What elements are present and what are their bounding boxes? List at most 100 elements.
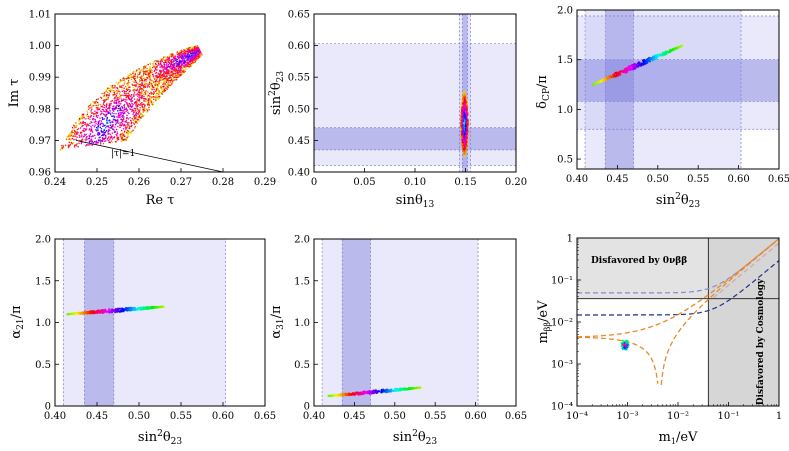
p1-point [100,105,103,108]
p1-point [105,106,107,108]
p3-point [629,65,632,68]
p1-point [112,110,115,112]
p1-point [105,103,108,105]
p2-point [466,122,469,125]
p5-point [417,386,420,389]
p4-point [152,306,155,310]
p1-point [93,134,96,137]
p1-point [145,85,147,87]
p1-point [100,128,103,130]
p2-point [463,132,466,135]
p1-point [115,105,117,108]
p1-point [136,110,139,112]
p1-point [101,118,104,121]
p1-point [195,48,197,50]
p4-xtick-label: 0.40 [44,411,66,422]
p1-point [138,76,141,79]
p1-point [117,104,120,106]
p1-point [150,68,153,71]
p1-point [140,87,143,90]
p1-point [116,121,119,123]
p1-point [172,65,175,67]
p1-point [89,111,92,113]
p1-point [136,122,138,124]
p4-point [121,307,124,310]
p1-point [173,64,175,66]
p6-no-lower-line [577,238,780,385]
p1-point [129,90,131,93]
p4-point [156,305,159,309]
p2-point [460,122,463,125]
p1-point [116,91,119,94]
p1-point [141,113,143,116]
p2-point [462,125,465,128]
p1-point [121,105,123,108]
p1-point [139,107,141,109]
p1-point [86,110,88,112]
p1-point [132,129,134,131]
p5-point [406,388,409,391]
p2-ytick-label: 0.60 [288,41,310,52]
p1-point [111,89,113,92]
p1-point [141,101,143,104]
p1-xtick-label: 0.29 [254,177,276,188]
p1-ytick-label: 0.97 [29,136,51,147]
p1-point [144,84,147,86]
p1-point [153,88,155,91]
p1-ytick-label: 1.01 [29,10,51,21]
p3-point [636,65,639,68]
p1-point [117,125,119,128]
p1-point [188,63,190,65]
p1-point [120,99,123,101]
p1-point [110,85,112,87]
p1-point [105,99,107,101]
p1-point [124,137,127,140]
p1-point [156,84,159,86]
p3-point [628,67,631,70]
p1-point [140,103,142,106]
p6-ylabel: mββ/eV [536,300,552,344]
p1-point [67,145,70,148]
p1-boundary-line [75,140,224,173]
p1-point [94,137,97,139]
p1-point [88,137,91,139]
p3-point [655,57,658,60]
p1-point [80,135,82,138]
p1-point [68,134,70,136]
p1-point [111,138,114,140]
p1-point [192,62,194,64]
p1-point [175,76,178,79]
p6-ytick-label: 1 [567,234,573,245]
p1-point [141,68,143,71]
p1-point [110,135,113,137]
p1-point [84,139,87,141]
p3-xtick-label: 0.65 [768,174,789,185]
p1-point [185,59,188,61]
p1-point [122,125,125,127]
p1-point [180,66,182,68]
p1-point [106,125,108,128]
p1-point [127,111,129,113]
p1-point [155,68,157,70]
p1-xtick-label: 0.28 [212,177,234,188]
p1-point [97,126,99,128]
p6-xlabel: m1/eV [659,430,698,446]
p1-point [191,48,194,50]
p1-point [92,115,95,117]
p1-point [119,95,121,98]
p1-point [135,106,138,108]
p1-point [82,113,85,116]
p1-point [165,71,168,73]
p1-point [136,100,138,102]
p1-point [163,86,165,88]
p4-ytick-label: 1.0 [35,318,51,329]
p1-point [109,124,112,126]
p1-point [95,129,98,132]
p1-point [88,104,90,107]
p1-point [91,130,93,132]
p1-point [180,72,182,74]
p1-point [186,63,188,65]
p5-point [390,388,393,391]
p1-point [109,133,112,136]
p2-point [461,144,464,147]
